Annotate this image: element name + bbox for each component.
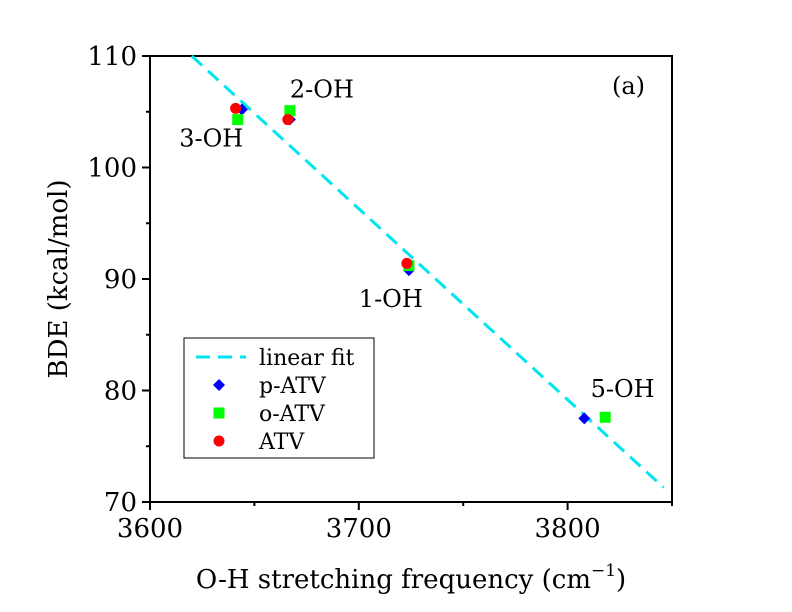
y-tick-label: 90 <box>104 265 137 295</box>
y-axis-title: BDE (kcal/mol) <box>44 180 74 379</box>
legend-label: ATV <box>258 430 305 455</box>
y-tick-label: 100 <box>87 154 137 184</box>
legend-swatch-o-atv <box>213 407 225 419</box>
o-atv-point <box>232 114 244 126</box>
y-tick-label: 70 <box>104 488 137 518</box>
atv-point <box>230 102 242 114</box>
x-axis-title: O-H stretching frequency (cm−1) <box>196 561 626 595</box>
o-atv-point <box>599 411 611 423</box>
annotations-layer: 2-OH 3-OH 1-OH 5-OH <box>179 75 654 403</box>
point-annotation: 2-OH <box>290 75 354 103</box>
p-atv-point <box>578 412 591 425</box>
point-annotation: 5-OH <box>591 375 655 403</box>
y-tick-label: 110 <box>87 42 137 72</box>
atv-point <box>282 114 294 126</box>
legend-swatch-atv <box>213 435 225 447</box>
point-annotation: 3-OH <box>179 124 243 152</box>
x-axis-title-end: ) <box>616 565 626 595</box>
panel-label: (a) <box>612 72 645 100</box>
legend-label: linear fit <box>259 346 355 371</box>
x-axis-title-main: O-H stretching frequency (cm <box>196 565 591 595</box>
y-tick-label: 80 <box>104 377 137 407</box>
o-atv-point <box>284 105 296 117</box>
x-tick-label: 3700 <box>326 514 392 544</box>
x-tick-label: 3800 <box>535 514 601 544</box>
legend-label: p-ATV <box>259 374 327 399</box>
point-annotation: 1-OH <box>359 285 423 313</box>
x-axis-title-superscript: −1 <box>591 561 616 581</box>
data-points-layer <box>230 102 611 425</box>
legend-label: o-ATV <box>259 402 326 427</box>
x-tick-label: 3600 <box>117 514 183 544</box>
legend-swatch-p-atv <box>213 379 225 391</box>
axis-ticks: 3600 3700 3800 70 80 90 100 110 <box>87 42 673 544</box>
atv-point <box>401 257 413 269</box>
legend: linear fit p-ATV o-ATV ATV <box>183 337 375 459</box>
